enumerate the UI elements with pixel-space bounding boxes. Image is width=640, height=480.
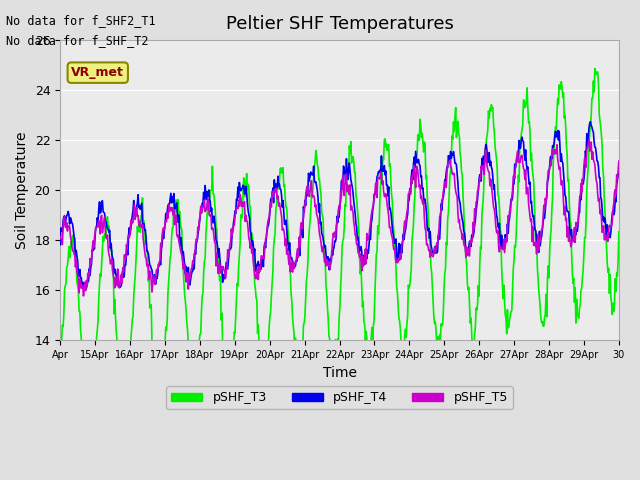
Title: Peltier SHF Temperatures: Peltier SHF Temperatures bbox=[225, 15, 454, 33]
Y-axis label: Soil Temperature: Soil Temperature bbox=[15, 132, 29, 249]
X-axis label: Time: Time bbox=[323, 366, 356, 380]
Text: VR_met: VR_met bbox=[71, 66, 124, 79]
Text: No data for f_SHF2_T1: No data for f_SHF2_T1 bbox=[6, 14, 156, 27]
Text: No data for f_SHF_T2: No data for f_SHF_T2 bbox=[6, 34, 149, 47]
Legend: pSHF_T3, pSHF_T4, pSHF_T5: pSHF_T3, pSHF_T4, pSHF_T5 bbox=[166, 386, 513, 409]
